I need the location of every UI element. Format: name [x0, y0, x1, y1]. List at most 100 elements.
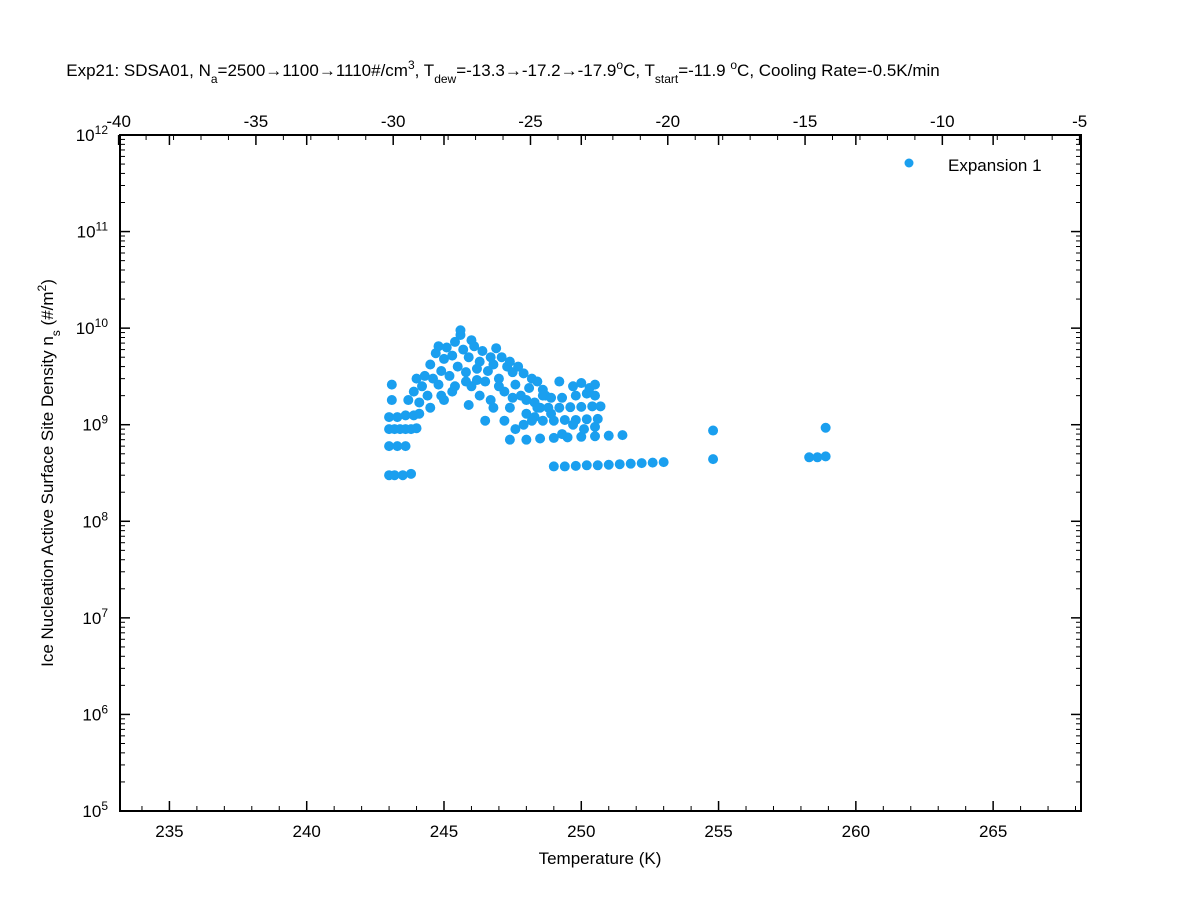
- top-tick-label: -15: [793, 112, 818, 131]
- data-point: [504, 402, 515, 413]
- data-point: [460, 376, 471, 387]
- data-point: [384, 441, 395, 452]
- data-point: [590, 421, 601, 432]
- data-point: [557, 429, 568, 440]
- data-point: [425, 359, 436, 370]
- data-point: [499, 415, 510, 426]
- data-point: [537, 415, 548, 426]
- data-point: [521, 395, 532, 406]
- data-point: [647, 457, 658, 468]
- data-point: [460, 367, 471, 378]
- data-point: [510, 424, 521, 435]
- data-point: [474, 356, 485, 367]
- data-points: [384, 325, 831, 481]
- data-point: [559, 414, 570, 425]
- x-axis-title: Temperature (K): [539, 849, 662, 868]
- data-point: [403, 395, 414, 406]
- data-point: [510, 379, 521, 390]
- data-point: [590, 390, 601, 401]
- legend-label: Expansion 1: [948, 156, 1042, 175]
- data-point: [452, 361, 463, 372]
- data-point: [658, 457, 669, 468]
- data-point: [482, 365, 493, 376]
- data-point: [532, 376, 543, 387]
- data-point: [449, 381, 460, 392]
- data-point: [422, 390, 433, 401]
- data-point: [570, 390, 581, 401]
- top-tick-label: -35: [244, 112, 269, 131]
- data-point: [548, 432, 559, 443]
- y-tick-label: 1012: [76, 123, 109, 145]
- data-point: [411, 423, 422, 434]
- data-point: [548, 461, 559, 472]
- data-point: [491, 343, 502, 354]
- data-point: [485, 352, 496, 363]
- data-point: [504, 434, 515, 445]
- data-point: [570, 460, 581, 471]
- top-tick-label: -30: [381, 112, 406, 131]
- data-point: [587, 401, 598, 412]
- data-point: [438, 353, 449, 364]
- x-tick-label: 255: [704, 822, 732, 841]
- data-point: [441, 342, 452, 353]
- data-point: [518, 368, 529, 379]
- data-point: [433, 379, 444, 390]
- data-point: [546, 408, 557, 419]
- y-tick-label: 108: [82, 509, 108, 531]
- data-point: [568, 419, 579, 430]
- plot-frame: [119, 134, 1082, 812]
- top-tick-label: -5: [1072, 112, 1087, 131]
- y-tick-label: 105: [82, 799, 108, 821]
- data-point: [592, 460, 603, 471]
- y-tick-label: 107: [82, 606, 108, 628]
- data-point: [820, 422, 831, 433]
- data-point: [480, 376, 491, 387]
- data-point: [581, 414, 592, 425]
- data-point: [425, 402, 436, 413]
- data-point: [444, 370, 455, 381]
- data-point: [392, 412, 403, 423]
- y-tick-label: 1011: [77, 220, 109, 242]
- y-tick-label: 1010: [76, 316, 109, 338]
- data-point: [617, 430, 628, 441]
- x-tick-label: 250: [567, 822, 595, 841]
- data-point: [614, 459, 625, 470]
- data-point: [521, 434, 532, 445]
- data-point: [463, 352, 474, 363]
- data-point: [417, 381, 428, 392]
- x-tick-label: 265: [979, 822, 1007, 841]
- data-point: [708, 454, 719, 465]
- top-axis-tick-labels: -40 -35 -30 -25 -20 -15 -10 -5: [106, 112, 1087, 131]
- data-point: [554, 402, 565, 413]
- data-point: [397, 470, 408, 481]
- data-point: [524, 382, 535, 393]
- data-point: [455, 325, 466, 336]
- data-point: [625, 458, 636, 469]
- data-point: [590, 431, 601, 442]
- chart-title: Exp21: SDSA01, Na=2500→1100→1110#/cm3, T…: [66, 58, 939, 86]
- x-tick-label: 240: [293, 822, 321, 841]
- data-point: [389, 470, 400, 481]
- data-point: [526, 415, 537, 426]
- data-point: [436, 365, 447, 376]
- data-point: [537, 390, 548, 401]
- data-point: [603, 459, 614, 470]
- data-point: [568, 381, 579, 392]
- data-point: [471, 375, 482, 386]
- data-point: [565, 402, 576, 413]
- top-tick-label: -25: [518, 112, 543, 131]
- data-point: [411, 373, 422, 384]
- data-point: [419, 370, 430, 381]
- top-tick-label: -20: [655, 112, 680, 131]
- data-point: [636, 458, 647, 469]
- data-point: [433, 341, 444, 352]
- top-tick-label: -40: [106, 112, 131, 131]
- data-point: [474, 390, 485, 401]
- data-point: [518, 419, 529, 430]
- y-tick-labels: 105 106 107 108 109 1010 1011 1012: [76, 123, 109, 821]
- data-point: [488, 402, 499, 413]
- data-point: [603, 430, 614, 441]
- data-point: [414, 397, 425, 408]
- data-point: [463, 400, 474, 411]
- data-point: [559, 461, 570, 472]
